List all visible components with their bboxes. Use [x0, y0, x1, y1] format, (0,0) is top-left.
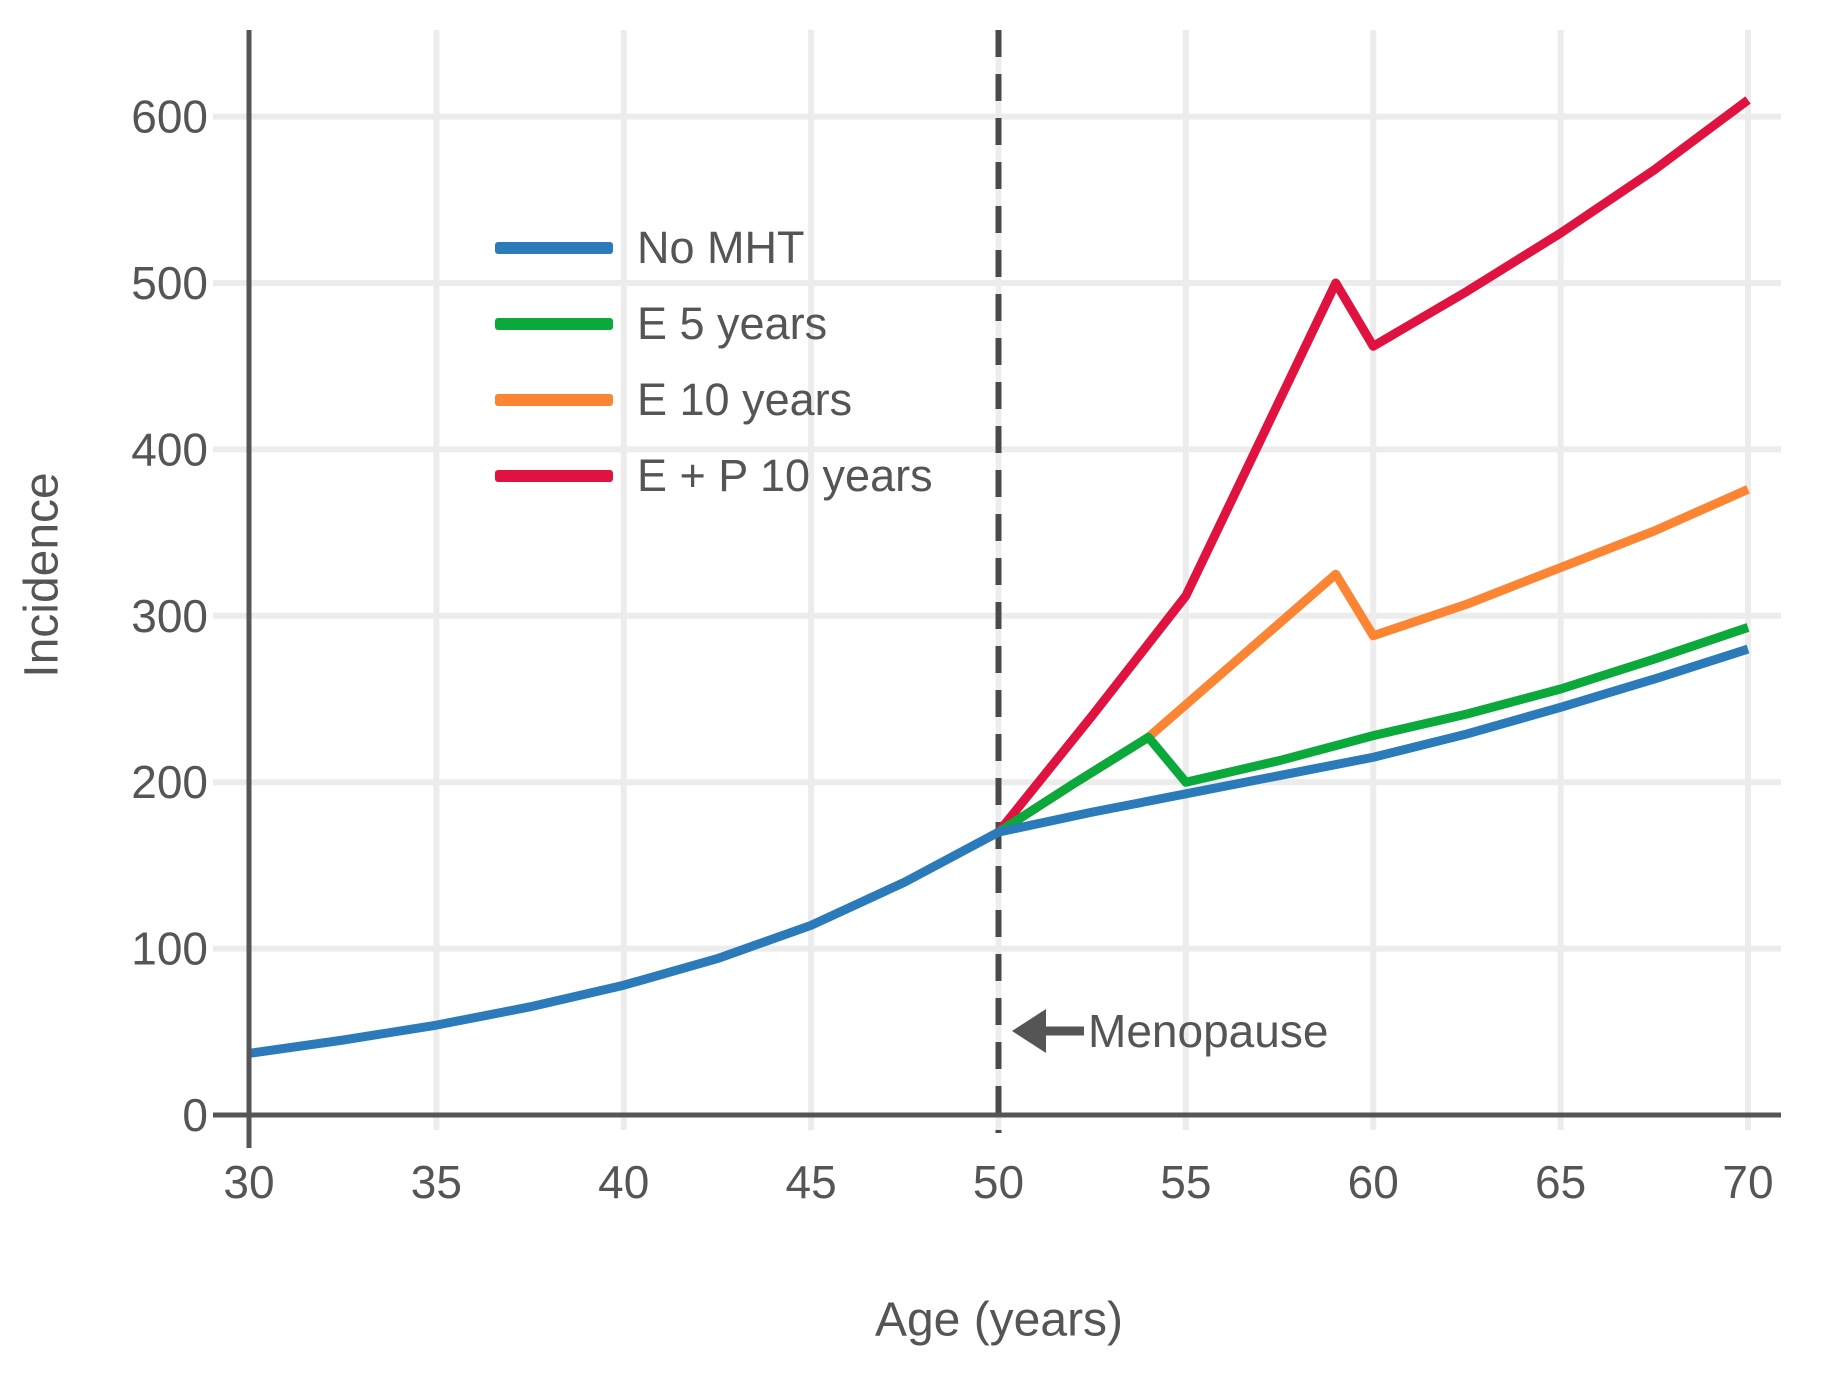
legend-swatch [495, 242, 613, 254]
legend: No MHT E 5 years E 10 years E + P 10 years [495, 210, 933, 514]
y-tick-label: 500 [131, 257, 208, 309]
legend-swatch [495, 470, 613, 482]
series-line-no-mht [248, 644, 1750, 1058]
legend-item-e-p-10-years: E + P 10 years [495, 438, 933, 514]
legend-item-no-mht: No MHT [495, 210, 933, 286]
x-tick-label: 65 [1535, 1156, 1586, 1208]
series-line-e-5-years [996, 623, 1750, 836]
y-axis-title: Incidence [15, 472, 69, 678]
legend-label: E + P 10 years [637, 450, 933, 501]
y-tick-label: 100 [131, 923, 208, 975]
x-tick-label: 60 [1348, 1156, 1399, 1208]
x-tick-label: 30 [223, 1156, 274, 1208]
menopause-annotation-label: Menopause [1088, 1005, 1329, 1057]
legend-item-e-10-years: E 10 years [495, 362, 933, 438]
y-tick-label: 200 [131, 756, 208, 808]
y-tick-label: 300 [131, 590, 208, 642]
x-tick-label: 45 [786, 1156, 837, 1208]
legend-label: E 5 years [637, 298, 828, 349]
legend-label: E 10 years [637, 374, 853, 425]
x-tick-label: 50 [973, 1156, 1024, 1208]
legend-item-e-5-years: E 5 years [495, 286, 933, 362]
y-tick-label: 0 [182, 1089, 208, 1141]
y-tick-label: 600 [131, 91, 208, 143]
y-tick-label: 400 [131, 423, 208, 475]
legend-label: No MHT [637, 222, 805, 273]
legend-swatch [495, 318, 613, 330]
x-tick-label: 55 [1160, 1156, 1211, 1208]
menopause-arrow-icon [1012, 1009, 1046, 1053]
series-line-e-p-10-years [994, 96, 1751, 835]
x-tick-label: 40 [598, 1156, 649, 1208]
x-tick-label: 70 [1722, 1156, 1773, 1208]
x-axis-title: Age (years) [874, 1293, 1124, 1347]
legend-swatch [495, 394, 613, 406]
x-tick-label: 35 [411, 1156, 462, 1208]
menopause-arrow-shaft [1040, 1026, 1084, 1036]
